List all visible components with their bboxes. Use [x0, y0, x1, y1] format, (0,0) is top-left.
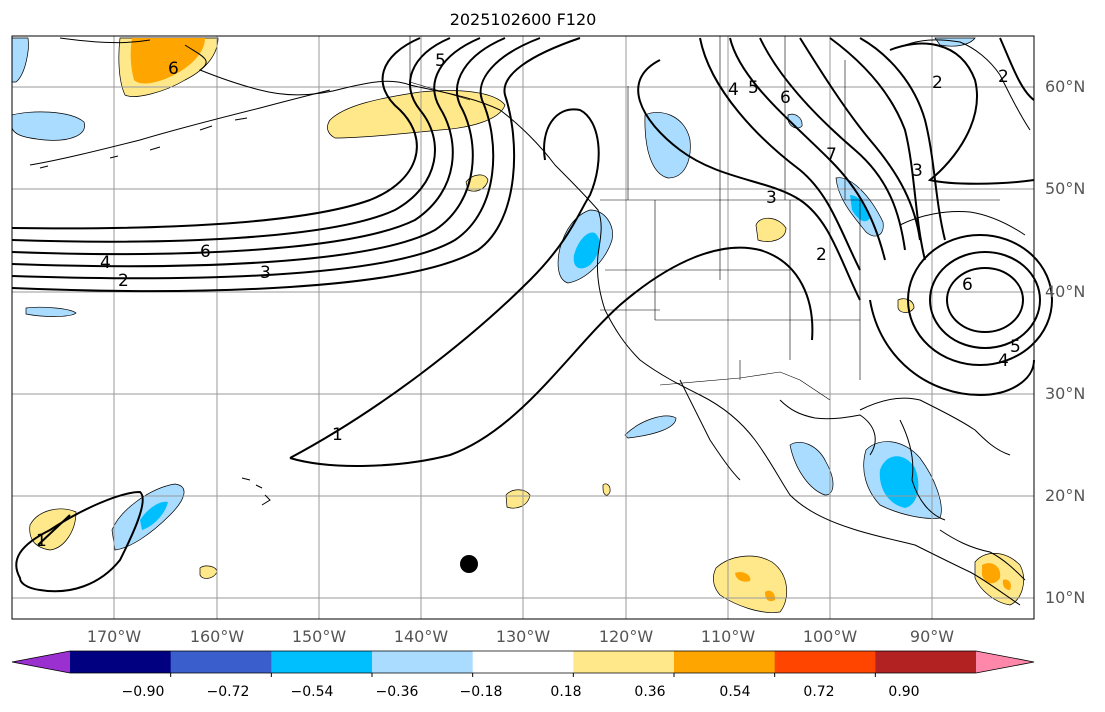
- contour-label: 2: [932, 73, 943, 93]
- contour-label: 2: [118, 271, 129, 291]
- lon-label: 110°W: [700, 627, 756, 646]
- colorbar-extend-high: [976, 651, 1034, 673]
- lat-label: 40°N: [1045, 282, 1086, 301]
- colorbar-segment: [472, 651, 574, 673]
- contour-label: 4: [998, 351, 1009, 371]
- contour-label: 5: [1010, 337, 1021, 357]
- contour-label: 6: [962, 275, 973, 295]
- colorbar-segment: [70, 651, 172, 673]
- lon-label: 170°W: [86, 627, 142, 646]
- lat-label: 10°N: [1045, 588, 1086, 607]
- contour-label: 1: [332, 425, 343, 445]
- lon-label: 130°W: [495, 627, 551, 646]
- map-frame: [11, 35, 1035, 620]
- contour-lines: [11, 37, 1053, 593]
- lon-label: 160°W: [189, 627, 245, 646]
- contour-label: 4: [728, 80, 739, 100]
- strong-positive-shading: [130, 38, 1011, 602]
- deep-negative-shading: [140, 195, 919, 530]
- lat-label: 50°N: [1045, 179, 1086, 198]
- colorbar-tick-label: 0.54: [719, 684, 751, 700]
- contour-label: 3: [766, 188, 777, 208]
- colorbar-outline: [11, 650, 1035, 674]
- colorbar-tick-label: 0.18: [550, 684, 582, 700]
- colorbar-segment: [170, 651, 272, 673]
- lat-label: 60°N: [1045, 77, 1086, 96]
- colorbar-tick-label: 0.72: [803, 684, 835, 700]
- colorbar-extend-low: [12, 651, 70, 673]
- lon-label: 150°W: [291, 627, 347, 646]
- colorbar-tick-label: −0.36: [375, 684, 419, 700]
- contour-label: 3: [912, 161, 923, 181]
- colorbar-tick-label: −0.18: [459, 684, 503, 700]
- contour-label: 7: [826, 145, 837, 165]
- colorbar-segment: [674, 651, 776, 673]
- lon-label: 100°W: [802, 627, 858, 646]
- lat-label: 30°N: [1045, 384, 1086, 403]
- colorbar: [11, 650, 1035, 677]
- lon-label: 140°W: [393, 627, 449, 646]
- coastlines: [29, 37, 1031, 606]
- map-title: 2025102600 F120: [449, 10, 597, 29]
- lon-label: 120°W: [598, 627, 654, 646]
- graticule: [12, 36, 1034, 619]
- contour-label: 2: [816, 245, 827, 265]
- colorbar-segment: [573, 651, 675, 673]
- colorbar-tick-label: 0.36: [634, 684, 666, 700]
- contour-label: 4: [100, 253, 111, 273]
- colorbar-tick-label: 0.90: [888, 684, 920, 700]
- colorbar-segment: [271, 651, 373, 673]
- contour-label: 6: [200, 242, 211, 262]
- colorbar-segment: [875, 651, 977, 673]
- contour-labels: 6 4 3 2 5 1 1 6 4 5 6 7 3 2 3 2 2 6 4 5: [36, 51, 1021, 551]
- lon-label: 90°W: [909, 627, 955, 646]
- contour-label: 6: [780, 88, 791, 108]
- contour-label: 5: [435, 51, 446, 71]
- black-dot-marker: [460, 555, 478, 573]
- contour-label: 5: [748, 78, 759, 98]
- colorbar-segment: [774, 651, 876, 673]
- colorbar-tick-label: −0.72: [206, 684, 250, 700]
- colorbar-segment: [372, 651, 474, 673]
- political-borders: [409, 36, 1000, 401]
- contour-label: 3: [260, 263, 271, 283]
- contour-label: 6: [168, 59, 179, 79]
- lat-label: 20°N: [1045, 486, 1086, 505]
- contour-label: 2: [998, 67, 1009, 87]
- colorbar-tick-label: −0.54: [290, 684, 334, 700]
- colorbar-tick-label: −0.90: [121, 684, 165, 700]
- contour-label: 1: [36, 531, 47, 551]
